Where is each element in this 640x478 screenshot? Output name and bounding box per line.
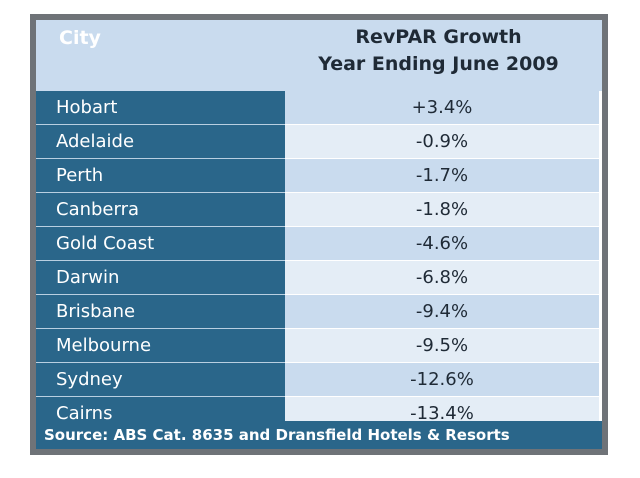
growth-cell: -9.4% xyxy=(285,295,599,329)
table-row: Darwin -6.8% xyxy=(36,261,602,295)
city-cell: Melbourne xyxy=(36,329,285,363)
growth-cell: -9.5% xyxy=(285,329,599,363)
growth-cell: -12.6% xyxy=(285,363,599,397)
city-cell: Canberra xyxy=(36,193,285,227)
table-row: Gold Coast -4.6% xyxy=(36,227,602,261)
growth-cell: -1.8% xyxy=(285,193,599,227)
header-growth-line2: Year Ending June 2009 xyxy=(318,53,559,75)
growth-cell: +3.4% xyxy=(285,91,599,125)
table-row: Melbourne -9.5% xyxy=(36,329,602,363)
header-city: City xyxy=(59,27,101,49)
table-row: Perth -1.7% xyxy=(36,159,602,193)
growth-cell: -1.7% xyxy=(285,159,599,193)
city-cell: Brisbane xyxy=(36,295,285,329)
table-row: Adelaide -0.9% xyxy=(36,125,602,159)
table-header: City RevPAR Growth Year Ending June 2009 xyxy=(36,20,602,91)
city-cell: Sydney xyxy=(36,363,285,397)
city-cell: Gold Coast xyxy=(36,227,285,261)
table-row: Canberra -1.8% xyxy=(36,193,602,227)
table-row: Brisbane -9.4% xyxy=(36,295,602,329)
city-cell: Hobart xyxy=(36,91,285,125)
header-growth-line1: RevPAR Growth xyxy=(355,26,522,48)
city-cell: Perth xyxy=(36,159,285,193)
source-note: Source: ABS Cat. 8635 and Dransfield Hot… xyxy=(36,421,602,449)
city-cell: Darwin xyxy=(36,261,285,295)
table-body: Hobart +3.4% Adelaide -0.9% Perth -1.7% … xyxy=(36,91,602,431)
table-row: Sydney -12.6% xyxy=(36,363,602,397)
growth-cell: -6.8% xyxy=(285,261,599,295)
table-frame: City RevPAR Growth Year Ending June 2009… xyxy=(30,14,608,455)
growth-cell: -4.6% xyxy=(285,227,599,261)
growth-cell: -0.9% xyxy=(285,125,599,159)
city-cell: Adelaide xyxy=(36,125,285,159)
revpar-table: City RevPAR Growth Year Ending June 2009… xyxy=(36,20,602,449)
table-row: Hobart +3.4% xyxy=(36,91,602,125)
header-revpar-growth: RevPAR Growth Year Ending June 2009 xyxy=(285,20,602,91)
